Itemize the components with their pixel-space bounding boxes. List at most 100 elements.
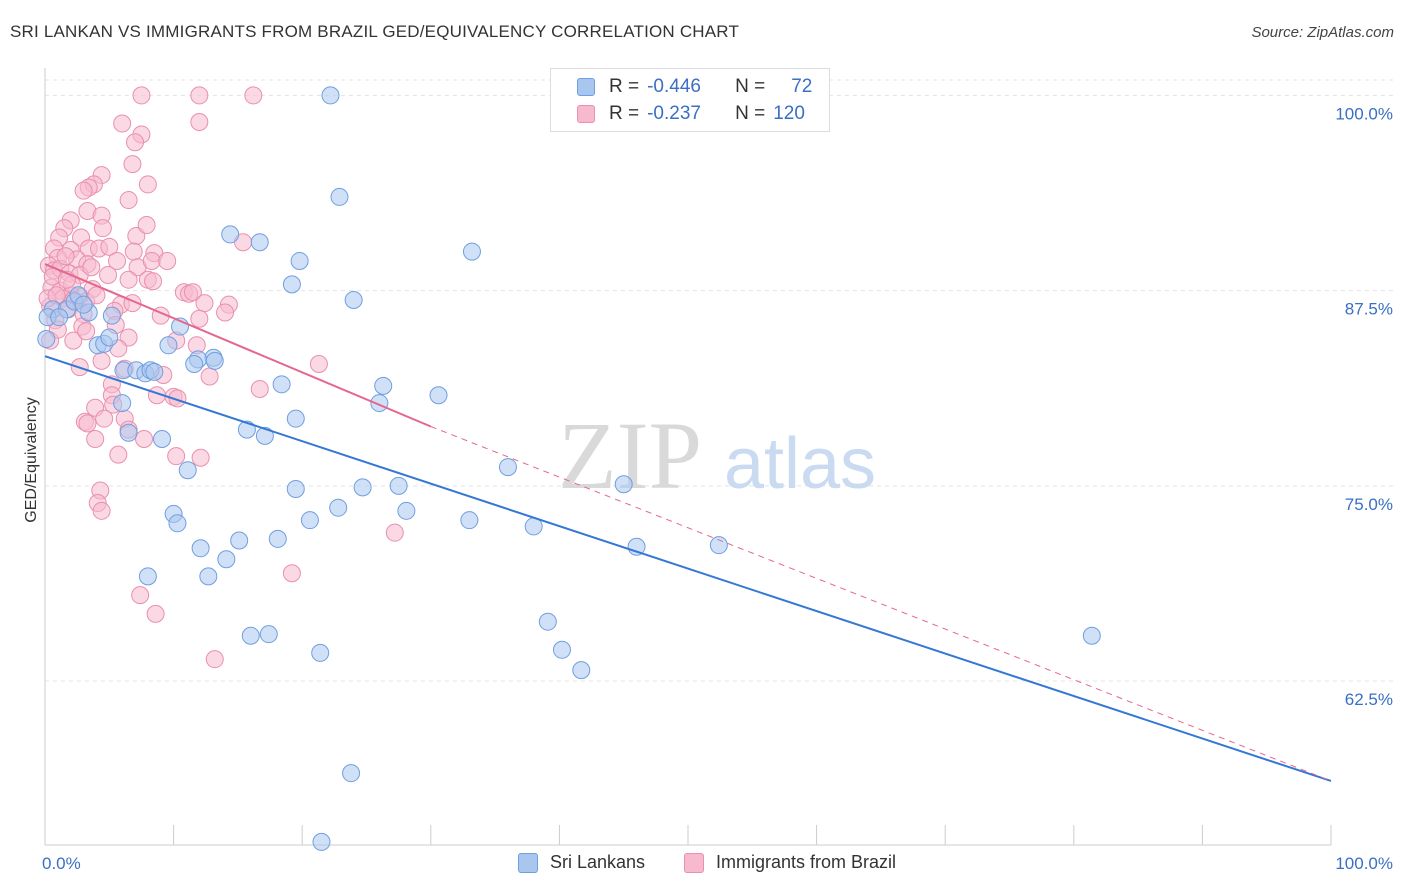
sri-lankan-point [552, 640, 571, 659]
brazil-point [190, 86, 209, 105]
sri-lankan-point [168, 514, 187, 533]
sri-lankan-point [312, 832, 331, 851]
sri-lankan-point [344, 290, 363, 309]
brazil-point [126, 133, 145, 152]
sri-lankan-point [498, 458, 517, 477]
brazil-point [86, 429, 105, 448]
x-tick-label-max: 100.0% [1335, 854, 1393, 873]
brazil-point [119, 191, 138, 210]
brazil-point [78, 414, 97, 433]
legend-r-label: R = [609, 103, 640, 124]
brazil-point [191, 448, 210, 467]
sri-lankan-point [205, 351, 224, 370]
sri-lankan-point [286, 479, 305, 498]
brazil-point [200, 367, 219, 386]
brazil-point [146, 604, 165, 623]
sri-lankan-point [217, 550, 236, 569]
brazil-point [190, 309, 209, 328]
trend-layer [44, 263, 1332, 782]
brazil-point [119, 328, 138, 347]
bottom-legend-label: Sri Lankans [550, 852, 646, 872]
sri-lankan-point [100, 328, 119, 347]
legend-n-value: 120 [773, 103, 805, 124]
brazil-point [135, 429, 154, 448]
grid-layer [45, 79, 1393, 682]
y-tick-label: 100.0% [1335, 104, 1393, 123]
sri-lankan-point [237, 420, 256, 439]
sri-lankan-point [311, 643, 330, 662]
sri-lankan-point [221, 225, 240, 244]
sri-lankan-point [145, 362, 164, 381]
sri-lankan-point [153, 429, 172, 448]
brazil-point [158, 251, 177, 270]
bottom-legend-sri-lankans: Sri Lankans [518, 852, 645, 873]
brazil-trendline-extension [430, 426, 1332, 782]
brazil-point [82, 258, 101, 277]
brazil-point [123, 155, 142, 174]
brazil-point [56, 247, 75, 266]
sri-lankan-point [268, 529, 287, 548]
sri-lankan-point [119, 423, 138, 442]
y-axis-label: GED/Equivalency [23, 397, 40, 522]
watermark-zip: ZIP [558, 402, 702, 509]
legend-r-value: -0.237 [647, 103, 701, 124]
brazil-point [92, 351, 111, 370]
sri-lankan-point [282, 275, 301, 294]
sri-lankan-point [397, 501, 416, 520]
correlation-legend: R = -0.446 N = 72 R = -0.237 N = 120 [550, 68, 830, 132]
sri-lankan-point [429, 386, 448, 405]
legend-row-brazil: R = -0.237 N = 120 [551, 101, 805, 127]
sri-lankan-point [321, 86, 340, 105]
brazil-point [132, 86, 151, 105]
brazil-point [250, 380, 269, 399]
bottom-legend-swatch-pink [684, 852, 704, 873]
brazil-point [167, 447, 186, 466]
sri-lankan-point [199, 567, 218, 586]
brazil-point [144, 272, 163, 291]
sri-lankan-point [255, 426, 274, 445]
sri-lankan-point [538, 612, 557, 631]
legend-swatch-blue [577, 78, 595, 96]
sri-lankan-point [330, 187, 349, 206]
bottom-legend-brazil: Immigrants from Brazil [684, 852, 896, 873]
sri-lankan-point [230, 531, 249, 550]
brazil-point [64, 331, 83, 350]
sri-lankan-point [250, 233, 269, 252]
legend-n-label: N = [735, 103, 766, 124]
brazil-point [100, 237, 119, 256]
sri-lankan-point [191, 539, 210, 558]
sri-lankan-point [138, 567, 157, 586]
brazil-point [124, 242, 143, 261]
points-layer [37, 86, 1101, 851]
chart-source: Source: ZipAtlas.com [1251, 24, 1394, 41]
legend-r-label: R = [609, 76, 640, 97]
brazil-point [385, 523, 404, 542]
legend-n-label: N = [735, 76, 766, 97]
brazil-point [109, 445, 128, 464]
brazil-point [92, 501, 111, 520]
brazil-point [195, 294, 214, 313]
brazil-point [113, 114, 132, 133]
sri-lankan-point [572, 661, 591, 680]
y-tick-label: 75.0% [1345, 495, 1393, 514]
sri-lankan-point [102, 306, 121, 325]
brazil-point [309, 355, 328, 374]
brazil-point [77, 322, 96, 341]
legend-n-value: 72 [791, 76, 813, 97]
brazil-point [205, 650, 224, 669]
brazil-point [119, 270, 138, 289]
sri-lankan-point [185, 355, 204, 374]
watermark: ZIP atlas [558, 402, 876, 509]
sri-lankan-point [272, 375, 291, 394]
sri-lankan-point [74, 295, 93, 314]
chart-title: SRI LANKAN VS IMMIGRANTS FROM BRAZIL GED… [10, 22, 740, 41]
sri-lankan-point [1082, 626, 1101, 645]
brazil-point [142, 251, 161, 270]
y-tick-label: 87.5% [1345, 300, 1393, 319]
sri-lankan-point [241, 626, 260, 645]
brazil-point [138, 175, 157, 194]
brazil-point [137, 216, 156, 235]
brazil-point [183, 283, 202, 302]
brazil-point [190, 112, 209, 131]
sri-lankan-point [159, 336, 178, 355]
